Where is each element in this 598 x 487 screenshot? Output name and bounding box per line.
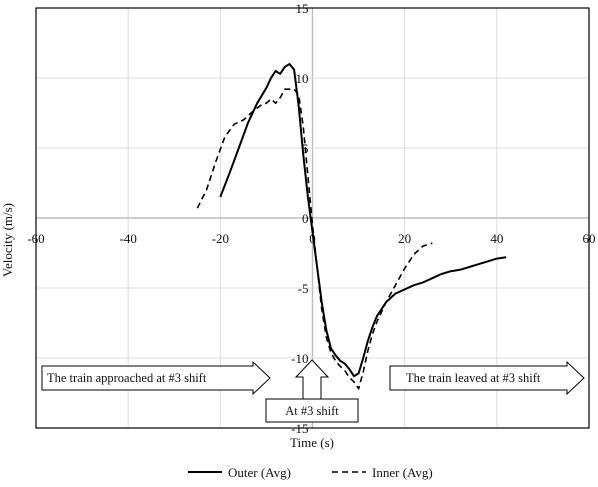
- y-tick-label: -15: [291, 421, 308, 436]
- approach-arrow-label: The train approached at #3 shift: [47, 371, 207, 385]
- annotation-layer: The train approached at #3 shift At #3 s…: [41, 359, 585, 423]
- leave-arrow: The train leaved at #3 shift: [389, 360, 585, 396]
- x-tick-label: 40: [490, 231, 503, 246]
- plot-frame: [35, 7, 590, 429]
- legend-label-inner: Inner (Avg): [372, 465, 433, 480]
- y-tick-label: 15: [296, 1, 309, 16]
- series-line-inner: [196, 88, 433, 390]
- x-tick-label: 60: [583, 231, 596, 246]
- y-tick-label: -5: [298, 281, 309, 296]
- x-axis-tick-labels: -60 -40 -20 0 20 40 60: [27, 231, 595, 246]
- y-axis-title: Velocity (m/s): [0, 203, 15, 277]
- series-layer: [196, 63, 507, 390]
- x-tick-label: 20: [398, 231, 411, 246]
- grid-lines: [36, 8, 589, 428]
- y-tick-label: -10: [291, 351, 308, 366]
- x-tick-label: -60: [27, 231, 44, 246]
- x-tick-label: -20: [212, 231, 229, 246]
- x-tick-label: -40: [119, 231, 136, 246]
- legend-label-outer: Outer (Avg): [228, 465, 291, 480]
- shift-arrow: At #3 shift: [265, 359, 359, 423]
- leave-arrow-label: The train leaved at #3 shift: [406, 371, 541, 385]
- x-axis-title: Time (s): [290, 435, 334, 450]
- y-tick-label: 10: [296, 71, 309, 86]
- approach-arrow: The train approached at #3 shift: [41, 360, 271, 396]
- shift-label-box: [265, 398, 359, 423]
- series-line-outer: [219, 63, 507, 378]
- y-tick-label: 0: [302, 211, 309, 226]
- legend: Outer (Avg) Inner (Avg): [188, 465, 433, 480]
- shift-arrow-label: At #3 shift: [285, 404, 339, 418]
